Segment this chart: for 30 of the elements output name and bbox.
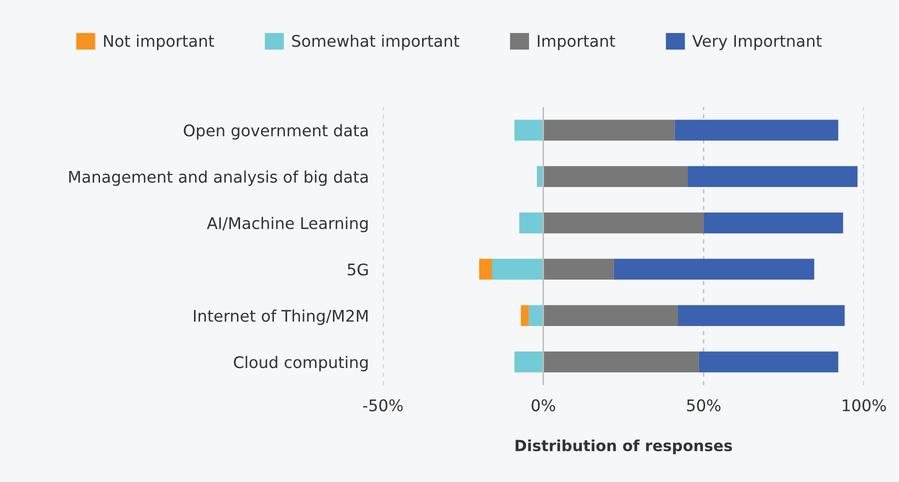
y-tick-label: Cloud computing [234,356,368,372]
bar [543,352,699,372]
x-axis-title: Distribution of responses [516,439,732,454]
x-tick-label: -50% [363,399,403,412]
bar [543,305,678,326]
bar [543,258,614,280]
legend-label: Very Importnant [692,35,822,50]
x-tick-label: 50% [687,399,720,412]
y-tick-label: AI/Machine Learning [206,216,368,232]
y-tick-label: Open government data [184,124,368,140]
legend-label: Important [538,35,616,50]
bar [543,166,688,187]
bar [704,212,844,234]
y-tick-label: Management and analysis of big data [69,170,368,186]
bar [514,352,544,372]
bar [614,258,814,280]
bar [519,212,544,234]
x-tick-label: 0% [532,399,556,412]
bar [678,305,845,326]
bar [688,166,858,187]
bar [698,352,838,372]
bar [543,120,675,141]
bar [674,120,838,141]
legend-label: Not important [104,34,214,50]
legend-label: Somewhat important [292,34,460,50]
y-tick-label: 5G [348,263,368,276]
y-tick-label: Internet of Thing/M2M [194,310,368,325]
bar [543,212,704,234]
bar [514,120,544,141]
x-tick-label: 100% [842,399,886,412]
